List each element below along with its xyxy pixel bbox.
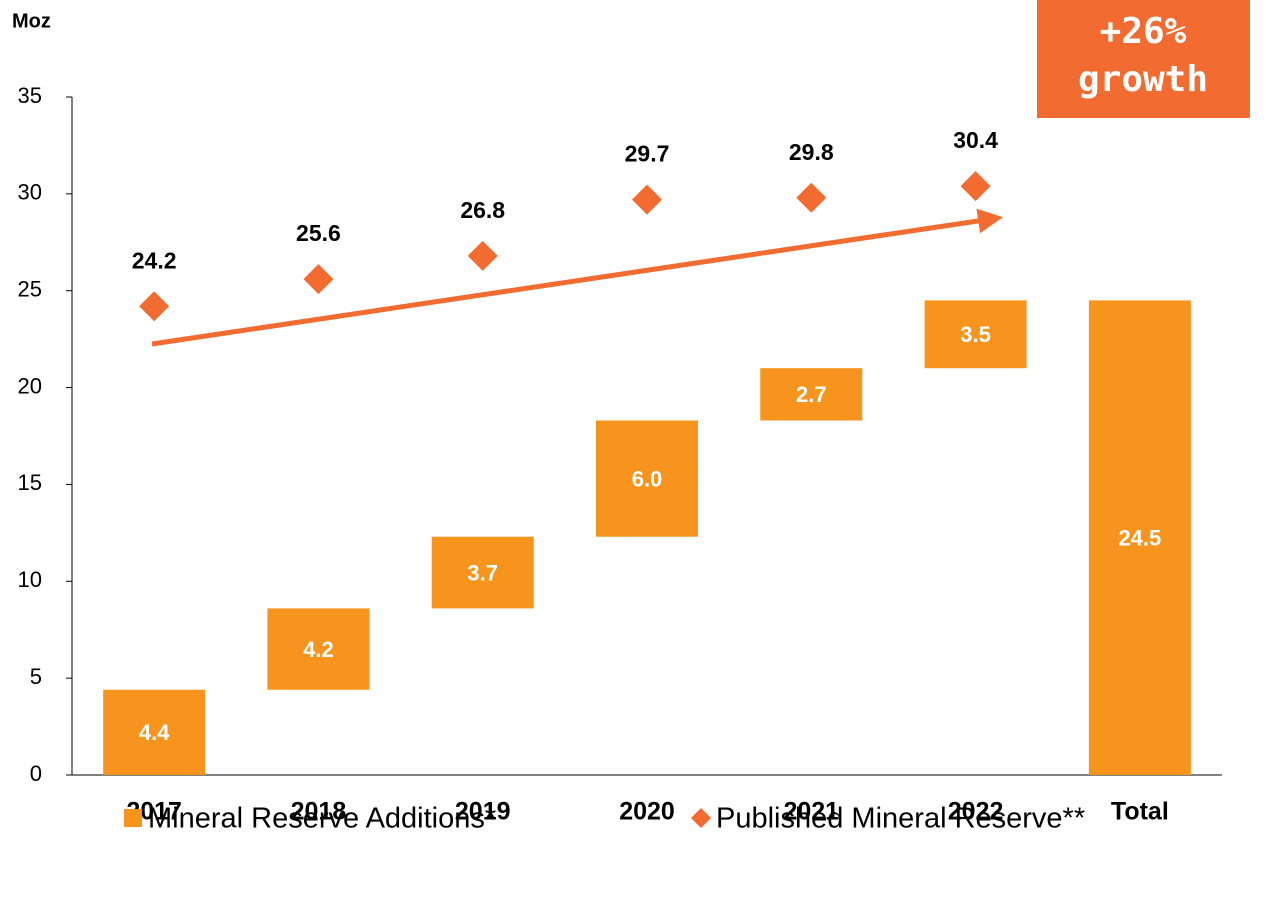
- y-tick-label: 30: [18, 180, 42, 205]
- y-axis-label: Moz: [12, 10, 51, 32]
- marker: [632, 184, 662, 215]
- legend-label: Mineral Reserve Additions*: [148, 803, 496, 835]
- badge-text: growth: [1078, 59, 1208, 100]
- bar-label: 4.2: [303, 637, 334, 662]
- marker-label: 25.6: [296, 220, 341, 246]
- bar: [924, 300, 1027, 369]
- y-tick-label: 5: [30, 664, 42, 689]
- y-tick-label: 0: [30, 761, 42, 786]
- badge-text: +26%: [1100, 11, 1187, 52]
- bar: [267, 608, 370, 690]
- bar: [1088, 300, 1191, 775]
- x-tick-label: Total: [1111, 798, 1169, 826]
- marker-label: 24.2: [132, 247, 177, 273]
- x-tick-label: 2020: [619, 798, 675, 826]
- bar-label: 4.4: [139, 720, 170, 745]
- y-tick-label: 35: [18, 83, 42, 108]
- marker-label: 26.8: [460, 197, 505, 223]
- x-tick-label: 2019: [455, 798, 511, 826]
- bar: [431, 536, 534, 609]
- bar-label: 3.7: [467, 560, 498, 585]
- legend-label: Published Mineral Reserve**: [716, 803, 1085, 835]
- marker: [960, 171, 991, 202]
- marker-label: 29.7: [625, 141, 670, 167]
- y-tick-label: 15: [18, 470, 42, 495]
- marker-label: 29.8: [789, 139, 834, 165]
- trend-arrow: [151, 208, 1003, 347]
- x-tick-label: 2018: [291, 798, 347, 826]
- bar-label: 3.5: [960, 322, 991, 347]
- marker: [139, 291, 170, 322]
- marker: [303, 264, 334, 295]
- y-tick-label: 25: [18, 277, 42, 302]
- x-tick-label: 2022: [948, 798, 1004, 826]
- legend-swatch: [691, 808, 711, 828]
- badge: [1037, 0, 1250, 118]
- bar: [596, 420, 698, 537]
- marker: [467, 240, 498, 271]
- y-tick-label: 20: [18, 373, 42, 398]
- x-tick-label: 2021: [783, 798, 839, 826]
- y-tick-label: 10: [18, 567, 42, 592]
- bar-label: 6.0: [632, 466, 663, 491]
- bar-label: 2.7: [796, 382, 827, 407]
- bar-label: 24.5: [1118, 526, 1161, 551]
- bar: [103, 689, 206, 775]
- marker: [796, 182, 827, 213]
- legend-swatch: [124, 809, 142, 827]
- bar: [760, 368, 863, 421]
- marker-label: 30.4: [953, 127, 998, 153]
